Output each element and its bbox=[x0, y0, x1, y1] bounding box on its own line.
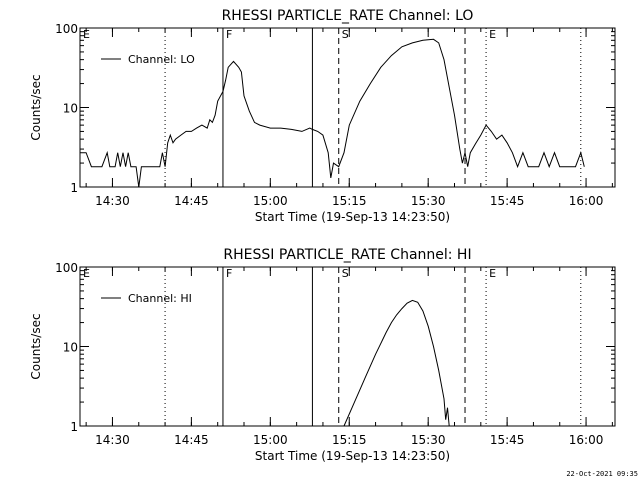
chart2-x-tick-label-1: 14:45 bbox=[174, 433, 209, 447]
chart2-x-tick-label-0: 14:30 bbox=[95, 433, 130, 447]
chart1-x-tick-label-5: 15:45 bbox=[490, 194, 525, 208]
chart2-series-line-0 bbox=[343, 299, 450, 427]
chart1-x-tick-label-3: 15:15 bbox=[332, 194, 367, 208]
chart2-x-tick-label-4: 15:30 bbox=[411, 433, 446, 447]
chart2-x-tick-label-3: 15:15 bbox=[332, 433, 367, 447]
chart1-y-tick-label-1: 10 bbox=[63, 102, 78, 116]
chart2-plot-frame bbox=[79, 266, 616, 427]
chart2-marker-label-6: E bbox=[489, 267, 496, 280]
chart1-x-tick-label-1: 14:45 bbox=[174, 194, 209, 208]
chart1-x-tick-label-4: 15:30 bbox=[411, 194, 446, 208]
chart2-x-axis-label: Start Time (19-Sep-13 14:23:50) bbox=[255, 449, 450, 463]
chart2-x-tick-label-2: 15:00 bbox=[253, 433, 288, 447]
chart2-y-tick-label-1: 10 bbox=[63, 341, 78, 355]
chart1-y-axis-label: Counts/sec bbox=[29, 74, 43, 140]
chart1-title: RHESSI PARTICLE_RATE Channel: LO bbox=[222, 8, 474, 24]
chart2-marker-label-0: E bbox=[83, 267, 90, 280]
footer-timestamp: 22-Oct-2021 09:35 bbox=[566, 470, 638, 478]
chart2-legend-entry-0: Channel: HI bbox=[128, 292, 192, 305]
chart1-series-line-0 bbox=[80, 38, 585, 188]
chart1-marker-label-2: F bbox=[226, 28, 232, 41]
chart2-y-axis-label: Counts/sec bbox=[29, 313, 43, 379]
chart2-y-tick-label-2: 100 bbox=[55, 261, 78, 275]
chart2-x-tick-label-6: 16:00 bbox=[569, 433, 604, 447]
chart2-marker-label-4: S bbox=[342, 267, 349, 280]
chart1-marker-label-0: E bbox=[83, 28, 90, 41]
chart2-y-tick-label-0: 1 bbox=[70, 420, 78, 434]
chart1-y-tick-label-2: 100 bbox=[55, 22, 78, 36]
chart2-x-tick-label-5: 15:45 bbox=[490, 433, 525, 447]
chart1-marker-label-6: E bbox=[489, 28, 496, 41]
chart1-legend-entry-0: Channel: LO bbox=[128, 53, 195, 66]
chart1-x-tick-label-2: 15:00 bbox=[253, 194, 288, 208]
chart1-x-axis-label: Start Time (19-Sep-13 14:23:50) bbox=[255, 210, 450, 224]
chart2-title: RHESSI PARTICLE_RATE Channel: HI bbox=[223, 247, 471, 263]
chart1-x-tick-label-6: 16:00 bbox=[569, 194, 604, 208]
chart1-marker-label-4: S bbox=[342, 28, 349, 41]
chart1-x-tick-label-0: 14:30 bbox=[95, 194, 130, 208]
chart1-y-tick-label-0: 1 bbox=[70, 181, 78, 195]
chart2-marker-label-2: F bbox=[226, 267, 232, 280]
